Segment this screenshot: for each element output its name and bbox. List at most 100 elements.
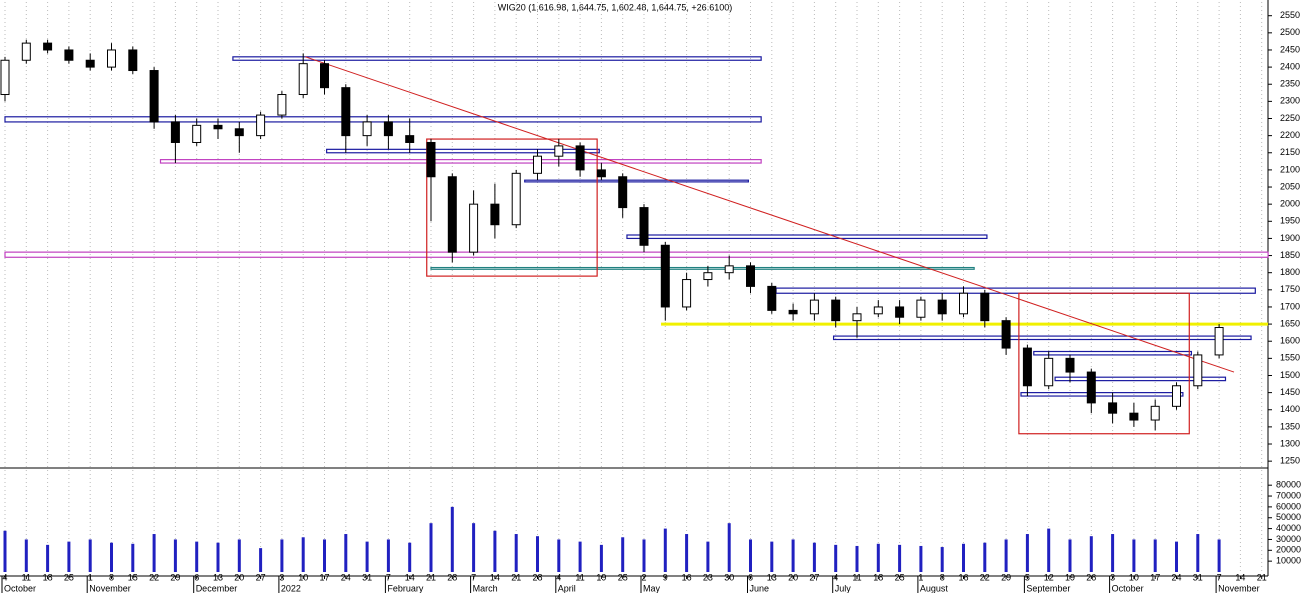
month-label: July xyxy=(835,583,852,593)
y-tick-label: 1950 xyxy=(1280,216,1300,226)
volume-bar xyxy=(536,536,539,572)
volume-bar xyxy=(1175,541,1178,572)
volume-bar xyxy=(280,539,284,572)
x-tick-label: 21 xyxy=(511,572,521,582)
volume-bar xyxy=(3,530,7,572)
level-zone xyxy=(1054,376,1227,382)
x-tick-label: 24 xyxy=(341,572,351,582)
candle-body xyxy=(383,121,393,137)
volume-bar xyxy=(365,541,369,572)
y-tick-label: 1250 xyxy=(1280,456,1300,466)
candle-body xyxy=(682,279,692,308)
month-label: November xyxy=(1218,583,1260,593)
x-tick-label: 1 xyxy=(88,572,93,582)
candle-body xyxy=(85,59,95,68)
x-tick-label: 25 xyxy=(895,572,905,582)
x-tick-label: 11 xyxy=(575,572,584,582)
candle-body xyxy=(1001,320,1011,349)
volume-bar xyxy=(621,537,625,572)
month-label: 2022 xyxy=(281,583,301,593)
x-tick-label: 6 xyxy=(748,572,753,582)
x-tick-label: 8 xyxy=(940,572,945,582)
x-tick-label: 2 xyxy=(641,572,646,582)
x-tick-label: 13 xyxy=(767,572,777,582)
x-tick-label: 30 xyxy=(724,572,734,582)
candle-body xyxy=(767,285,777,311)
candle-body xyxy=(490,203,500,226)
candle-body xyxy=(639,207,649,246)
volume-bar xyxy=(24,539,28,572)
candle-body xyxy=(1044,357,1054,387)
volume-y-tick-label: 40000 xyxy=(1276,523,1301,533)
candle-body xyxy=(1065,357,1075,373)
y-tick-label: 2000 xyxy=(1280,199,1300,209)
x-tick-label: 22 xyxy=(980,572,990,582)
candle-body xyxy=(320,63,329,89)
candle-body xyxy=(64,49,74,61)
candle-body xyxy=(0,59,10,96)
volume-bar xyxy=(685,534,689,572)
volume-bar xyxy=(386,539,390,572)
x-tick-label: 28 xyxy=(447,572,457,582)
x-tick-label: 23 xyxy=(703,572,713,582)
volume-bar xyxy=(962,543,965,572)
month-label: October xyxy=(4,583,36,593)
candle-body xyxy=(447,176,457,253)
y-tick-label: 1550 xyxy=(1280,353,1300,363)
y-tick-label: 2300 xyxy=(1280,96,1300,106)
volume-bar xyxy=(727,523,731,572)
y-tick-label: 2050 xyxy=(1280,181,1300,191)
volume-bar xyxy=(344,534,348,572)
volume-bar xyxy=(237,539,241,572)
level-zone xyxy=(1020,392,1184,397)
x-tick-label: 14 xyxy=(490,572,500,582)
volume-y-tick-label: 80000 xyxy=(1276,480,1301,490)
volume-bar xyxy=(1153,539,1157,572)
volume-bar xyxy=(557,539,561,572)
x-tick-label: 16 xyxy=(958,572,968,582)
candle-body xyxy=(192,124,202,143)
candle-body xyxy=(107,49,116,68)
volume-bar xyxy=(791,539,795,572)
volume-bar xyxy=(216,542,220,572)
volume-bar xyxy=(46,544,50,572)
x-tick-label: 9 xyxy=(663,572,668,582)
volume-bar xyxy=(152,534,156,572)
candle-body xyxy=(831,299,841,322)
candle-body xyxy=(511,172,521,226)
y-tick-label: 2550 xyxy=(1280,10,1300,20)
x-tick-label: 28 xyxy=(532,572,542,582)
x-tick-label: 31 xyxy=(1193,572,1203,582)
volume-bar xyxy=(812,542,816,572)
volume-bar xyxy=(919,545,923,572)
level-zone xyxy=(326,148,600,154)
candle-body xyxy=(980,292,990,322)
candle-body xyxy=(895,306,905,318)
x-tick-label: 7 xyxy=(471,572,476,582)
candle-body xyxy=(596,169,606,178)
volume-bar xyxy=(1089,536,1093,572)
x-tick-label: 4 xyxy=(2,572,7,582)
level-zone xyxy=(426,138,598,277)
volume-bar xyxy=(1025,534,1029,572)
volume-bar xyxy=(599,544,603,572)
x-tick-label: 6 xyxy=(194,572,199,582)
volume-bar xyxy=(770,541,774,572)
volume-bar xyxy=(323,539,326,572)
volume-bar xyxy=(898,544,902,572)
y-tick-label: 1350 xyxy=(1280,421,1300,431)
candle-body xyxy=(256,114,266,137)
volume-bar xyxy=(259,548,263,572)
volume-bar xyxy=(663,528,667,572)
x-tick-label: 24 xyxy=(1171,572,1181,582)
volume-bar xyxy=(514,534,518,572)
y-tick-label: 1450 xyxy=(1280,387,1300,397)
y-tick-label: 1750 xyxy=(1280,284,1300,294)
x-tick-label: 18 xyxy=(873,572,883,582)
level-zone xyxy=(524,179,749,183)
level-zone xyxy=(430,266,975,270)
month-label: November xyxy=(89,583,131,593)
x-tick-label: 8 xyxy=(109,572,114,582)
volume-bar xyxy=(578,541,582,572)
candle-body xyxy=(703,272,713,281)
